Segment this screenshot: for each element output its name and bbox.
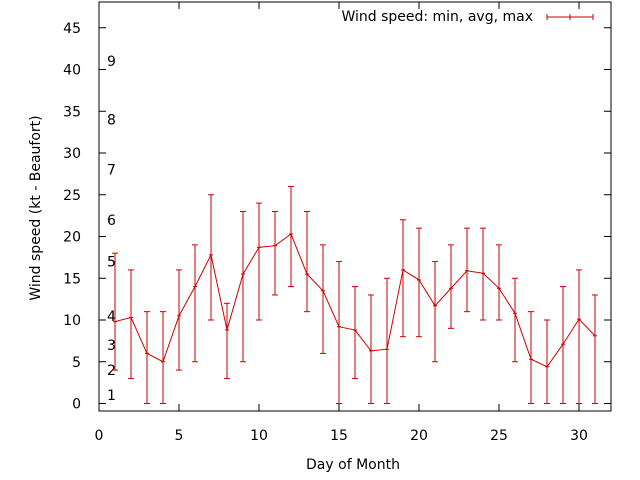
x-tick-label: 25 xyxy=(490,428,508,444)
x-tick-label: 10 xyxy=(250,428,268,444)
x-tick-label: 5 xyxy=(175,428,184,444)
x-tick-label: 15 xyxy=(330,428,348,444)
legend-label: Wind speed: min, avg, max xyxy=(341,9,533,25)
x-tick-label: 0 xyxy=(95,428,104,444)
legend: Wind speed: min, avg, max xyxy=(341,9,594,25)
x-tick-label: 20 xyxy=(410,428,428,444)
beaufort-label: 2 xyxy=(107,363,116,379)
x-tick-label: 30 xyxy=(570,428,588,444)
y-tick-label: 15 xyxy=(63,271,81,287)
y-tick-label: 30 xyxy=(63,146,81,162)
y-tick-label: 45 xyxy=(63,21,81,37)
beaufort-label: 7 xyxy=(107,163,116,179)
y-tick-label: 40 xyxy=(63,63,81,79)
beaufort-label: 4 xyxy=(107,309,116,325)
y-tick-label: 10 xyxy=(63,313,81,329)
beaufort-scale: 1 2 3 4 5 6 7 8 9 xyxy=(107,54,116,404)
series-layer xyxy=(112,185,598,404)
beaufort-label: 3 xyxy=(107,338,116,354)
beaufort-label: 9 xyxy=(107,54,116,70)
y-axis-label: Wind speed (kt - Beaufort) xyxy=(28,115,44,300)
y-tick-label: 0 xyxy=(72,397,81,413)
plot-frame xyxy=(98,1,612,412)
y-tick-label: 20 xyxy=(63,230,81,246)
y-tick-label: 5 xyxy=(72,355,81,371)
beaufort-label: 5 xyxy=(107,255,116,271)
beaufort-label: 8 xyxy=(107,113,116,129)
y-tick-label: 25 xyxy=(63,188,81,204)
x-axis-label: Day of Month xyxy=(306,457,400,473)
y-tick-label: 35 xyxy=(63,104,81,120)
beaufort-label: 1 xyxy=(107,388,116,404)
x-axis: 0 5 10 15 20 25 30 xyxy=(95,2,588,444)
beaufort-label: 6 xyxy=(107,213,116,229)
